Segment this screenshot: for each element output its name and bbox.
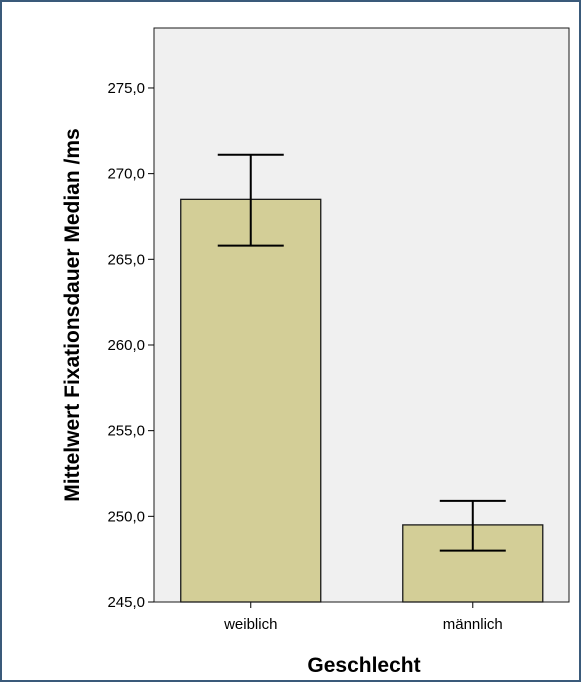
y-tick-label: 270,0 [107, 166, 145, 183]
y-tick-label: 250,0 [107, 508, 145, 525]
y-tick-label: 275,0 [107, 80, 145, 97]
x-tick-label: männlich [443, 616, 503, 633]
bars [180, 198, 544, 603]
y-tick-label: 245,0 [107, 594, 145, 611]
y-tick-label: 265,0 [107, 251, 145, 268]
error-bars [217, 153, 506, 552]
y-axis-ticks: 245,0 250,0 255,0 260,0 265,0 270,0 275,0 [107, 80, 154, 611]
x-axis-ticks: weiblich männlich [223, 602, 503, 633]
y-axis-title: Mittelwert Fixationsdauer Median /ms [61, 128, 84, 501]
bar-weiblich [180, 198, 322, 603]
y-tick-label: 255,0 [107, 423, 145, 440]
x-axis-title: Geschlecht [307, 654, 420, 677]
x-tick-label: weiblich [223, 616, 277, 633]
y-tick-label: 260,0 [107, 337, 145, 354]
